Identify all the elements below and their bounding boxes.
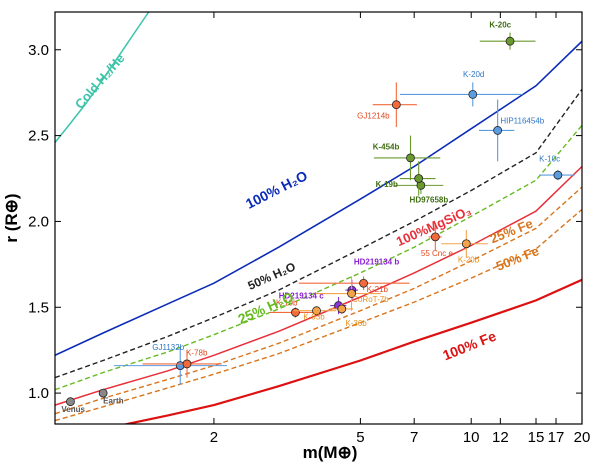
planet-label: K-21b: [367, 285, 389, 294]
planet-venus: Venus: [61, 397, 85, 414]
planet-marker: [430, 232, 440, 242]
plot-frame: [54, 11, 583, 425]
curve-25-fe: [55, 186, 582, 415]
planet-label: GJ1132b: [152, 343, 184, 352]
planet-hd97658b: HD97658b: [399, 161, 449, 205]
x-tick-label: 12: [492, 429, 509, 446]
curve-50-fe: [55, 208, 582, 422]
planet-corot-7b: CoRoT-7b: [315, 276, 389, 311]
curve-100-h-o: [55, 40, 582, 357]
x-tick-label: 2: [210, 429, 218, 446]
x-axis-label: m(M⊕): [303, 443, 358, 462]
planet-k-20d: K-20d: [399, 70, 523, 107]
composition-curves: [55, 12, 582, 424]
planet-label: HD219134 b: [354, 257, 399, 266]
y-axis-label: r (R⊕): [2, 193, 21, 242]
y-tick-label: 2.5: [28, 128, 49, 145]
planet-k-454b: K-454b: [373, 135, 441, 181]
planet-marker: [468, 90, 478, 99]
y-tick-label: 2.0: [28, 213, 49, 230]
planet-label: HD219134 c: [279, 292, 324, 301]
planet-label: GJ1214b: [357, 111, 390, 120]
planet-marker: [505, 36, 515, 46]
planet-label: Venus: [61, 405, 85, 414]
planet-marker: [414, 174, 424, 183]
x-tick-label: 5: [356, 429, 364, 446]
y-tick-label: 3.0: [28, 42, 49, 59]
planet-marker: [391, 100, 401, 110]
curve-100-mgsio: [55, 165, 582, 406]
planet-label: HIP116454b: [500, 117, 544, 126]
curve-25-h-o: [55, 124, 582, 391]
planet-label: K-36b: [345, 319, 367, 328]
curve-100-fe: [121, 278, 582, 424]
planet-label: K-93b: [303, 312, 325, 321]
planet-label: HD97658b: [410, 196, 449, 205]
planet-marker: [66, 397, 75, 407]
planet-label: K-20c: [489, 20, 511, 29]
y-tick-label: 1.0: [28, 385, 49, 402]
planet-marker: [553, 170, 563, 180]
planet-marker: [461, 239, 471, 249]
planet-label: K-10c: [539, 154, 560, 163]
planet-marker: [312, 306, 321, 316]
x-tick-label: 17: [548, 429, 565, 446]
planet-label: K-10b: [276, 299, 298, 308]
planet-label: K-78b: [186, 348, 208, 357]
planet-earth: Earth: [98, 388, 124, 405]
planet-k-78b: K-78b: [142, 348, 222, 378]
planet-marker: [359, 278, 368, 288]
planet-label: K-454b: [373, 142, 400, 151]
planet-k-93b: K-93b: [293, 306, 337, 321]
planet-marker: [493, 126, 503, 135]
planet-k-21b: K-21b: [298, 276, 410, 294]
planet-k-10c: K-10c: [539, 154, 575, 181]
planet-label: K-19b: [376, 180, 398, 189]
planet-label: Earth: [103, 396, 124, 405]
planet-hip116454b: HIP116454b: [478, 99, 545, 162]
planet-label: K-20d: [463, 70, 484, 79]
x-tick-label: 20: [574, 429, 591, 446]
planet-marker: [182, 359, 192, 369]
planet-marker: [291, 308, 300, 317]
x-tick-label: 7: [410, 429, 418, 446]
planet-k-10b: K-10b: [269, 299, 318, 318]
planet-marker: [337, 304, 347, 314]
planet-label: 55 Cnc e: [421, 249, 454, 258]
planet-marker: [98, 388, 108, 398]
planet-label: K-20b: [458, 256, 480, 265]
axis-ticks: 2 5 7 10 12 15 17 20 1.0 1.5 2.0 2.5 3.0: [28, 12, 590, 446]
planet-k-20c: K-20c: [479, 20, 536, 50]
planet-k-20b: K-20b: [441, 230, 488, 265]
y-tick-label: 1.5: [28, 299, 49, 316]
x-tick-label: 15: [528, 429, 545, 446]
x-tick-label: 10: [463, 429, 480, 446]
planet-gj1214b: GJ1214b: [357, 82, 417, 128]
planet-marker: [347, 289, 356, 298]
planet-marker: [406, 153, 415, 163]
curve-cold-h-he: [55, 12, 150, 143]
planet-label: CoRoT-7b: [352, 295, 389, 304]
planet-k-36b: K-36b: [329, 303, 367, 328]
planet-55-cnc-e: 55 Cnc e: [421, 223, 454, 258]
